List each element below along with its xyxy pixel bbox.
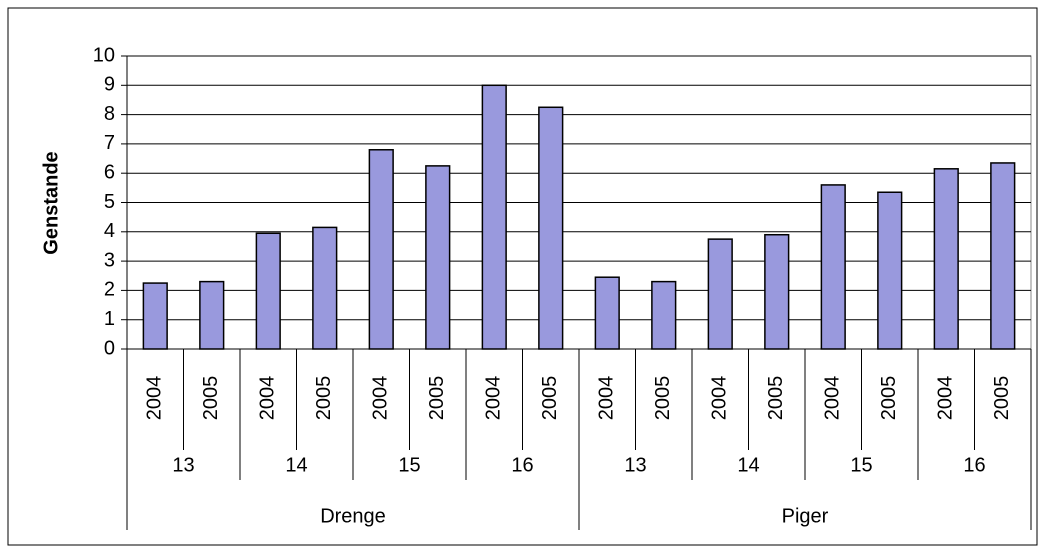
x-tick-label: 2004 xyxy=(483,376,505,421)
x-tick-label: 2005 xyxy=(313,376,335,421)
bar xyxy=(312,226,338,350)
bar xyxy=(425,165,451,350)
age-group-label: 16 xyxy=(511,454,533,476)
age-group-label: 14 xyxy=(737,454,759,476)
x-tick-label: 2005 xyxy=(878,376,900,421)
bar xyxy=(142,282,168,350)
x-tick-label: 2005 xyxy=(652,376,674,421)
x-tick-label: 2004 xyxy=(596,376,618,421)
age-group-label: 16 xyxy=(963,454,985,476)
age-group-label: 13 xyxy=(172,454,194,476)
x-tick-label: 2005 xyxy=(991,376,1013,421)
bar xyxy=(933,168,959,350)
x-tick-label: 2004 xyxy=(257,376,279,421)
bar xyxy=(990,162,1016,350)
y-tick-label: 5 xyxy=(104,191,115,213)
y-tick-label: 8 xyxy=(104,103,115,125)
gender-group-label: Drenge xyxy=(320,505,386,527)
x-tick-label: 2004 xyxy=(370,376,392,421)
y-tick-label: 4 xyxy=(104,220,115,242)
y-tick-label: 2 xyxy=(104,279,115,301)
x-tick-label: 2005 xyxy=(426,376,448,421)
bar xyxy=(199,280,225,350)
bar xyxy=(651,280,677,350)
gender-group-label: Piger xyxy=(782,505,829,527)
bar xyxy=(707,238,733,350)
y-tick-label: 9 xyxy=(104,74,115,96)
y-tick-label: 6 xyxy=(104,161,115,183)
y-tick-label: 3 xyxy=(104,249,115,271)
bar xyxy=(594,276,620,350)
x-tick-label: 2004 xyxy=(144,376,166,421)
x-tick-label: 2004 xyxy=(709,376,731,421)
y-tick-label: 7 xyxy=(104,132,115,154)
y-tick-label: 0 xyxy=(104,337,115,359)
x-tick-label: 2005 xyxy=(765,376,787,421)
x-tick-label: 2005 xyxy=(539,376,561,421)
x-tick-label: 2004 xyxy=(822,376,844,421)
bar xyxy=(368,149,394,350)
age-group-label: 15 xyxy=(850,454,872,476)
y-tick-label: 1 xyxy=(104,308,115,330)
y-axis-label: Genstande xyxy=(40,151,62,254)
age-group-label: 14 xyxy=(285,454,307,476)
bar xyxy=(481,84,507,350)
x-tick-label: 2005 xyxy=(200,376,222,421)
x-tick-label: 2004 xyxy=(935,376,957,421)
bar xyxy=(877,191,903,350)
bar xyxy=(764,233,790,350)
age-group-label: 15 xyxy=(398,454,420,476)
bar xyxy=(255,232,281,350)
y-tick-label: 10 xyxy=(93,44,115,66)
bar xyxy=(820,184,846,350)
bar xyxy=(538,106,564,350)
age-group-label: 13 xyxy=(624,454,646,476)
